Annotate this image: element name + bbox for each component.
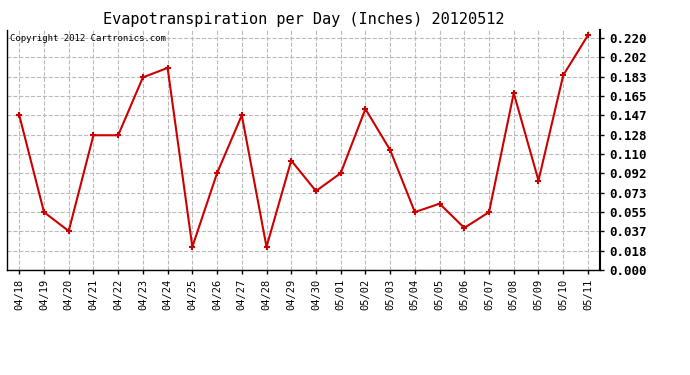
Text: Copyright 2012 Cartronics.com: Copyright 2012 Cartronics.com [10, 34, 166, 43]
Title: Evapotranspiration per Day (Inches) 20120512: Evapotranspiration per Day (Inches) 2012… [103, 12, 504, 27]
